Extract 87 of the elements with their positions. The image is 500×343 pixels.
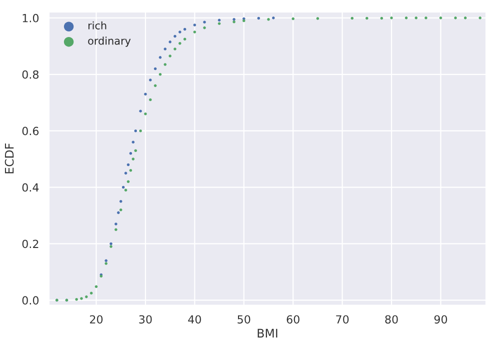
point [129, 168, 132, 172]
point [272, 16, 275, 20]
point [139, 129, 142, 132]
point [139, 110, 142, 112]
point [183, 28, 186, 31]
y-tick-label: 0.6 [22, 126, 39, 136]
point [464, 16, 467, 20]
point [454, 16, 457, 20]
x-tick-label: 90 [434, 315, 448, 324]
point [292, 17, 294, 20]
point [218, 22, 221, 25]
point [414, 16, 418, 20]
x-tick-label: 70 [336, 315, 349, 324]
point [110, 245, 112, 248]
y-axis-title: ECDF [4, 144, 14, 174]
point [114, 222, 118, 226]
point [267, 18, 270, 21]
point [119, 200, 122, 203]
point [119, 208, 122, 212]
point [232, 18, 236, 21]
point [132, 158, 135, 160]
point [183, 38, 186, 40]
x-tick-label: 30 [139, 315, 152, 324]
point [257, 16, 260, 20]
point [366, 16, 368, 20]
point [114, 228, 118, 232]
point [85, 295, 88, 298]
point [154, 67, 157, 70]
point [104, 262, 108, 265]
point [158, 56, 162, 59]
point [203, 20, 206, 24]
point [124, 172, 128, 175]
point [117, 211, 120, 214]
point [478, 16, 482, 20]
point [168, 54, 172, 58]
point [154, 84, 157, 88]
x-tick-label: 20 [90, 315, 103, 324]
point [390, 16, 393, 20]
point [168, 40, 172, 44]
point [129, 152, 132, 155]
point [424, 16, 428, 20]
point [193, 30, 196, 34]
point [164, 63, 167, 66]
point [122, 186, 125, 189]
y-tick-label: 0.4 [22, 183, 39, 192]
point [178, 42, 182, 45]
point [144, 112, 147, 116]
point [110, 242, 112, 246]
point [132, 140, 135, 144]
point [350, 16, 354, 20]
point [218, 18, 221, 22]
point [94, 285, 98, 288]
x-tick-label: 40 [188, 315, 201, 324]
point [203, 26, 206, 30]
point [164, 48, 167, 50]
point [144, 92, 147, 96]
point [80, 297, 83, 300]
legend-label: ordinary [88, 36, 131, 47]
point [104, 259, 108, 262]
x-axis-title: BMI [258, 328, 278, 338]
point [174, 34, 176, 38]
point [134, 149, 137, 152]
point [174, 48, 176, 50]
point [148, 98, 152, 102]
point [126, 180, 130, 184]
point [148, 78, 152, 82]
point [439, 16, 442, 20]
legend-label: rich [88, 21, 106, 30]
point [124, 188, 128, 192]
point [193, 24, 196, 26]
point [158, 72, 162, 76]
x-tick-label: 50 [238, 315, 250, 324]
point [316, 17, 320, 20]
point [75, 298, 78, 301]
y-tick-label: 0.8 [22, 70, 39, 79]
point [404, 16, 408, 20]
y-tick-label: 0.0 [22, 296, 39, 305]
y-tick-label: 0.2 [22, 240, 38, 248]
point [126, 163, 130, 166]
point [134, 129, 137, 132]
point [232, 20, 236, 24]
x-tick-label: 80 [385, 315, 398, 324]
x-tick-label: 60 [286, 315, 300, 324]
point [380, 16, 384, 20]
point [90, 292, 93, 295]
point [178, 30, 182, 34]
y-tick-label: 1.0 [22, 14, 39, 22]
